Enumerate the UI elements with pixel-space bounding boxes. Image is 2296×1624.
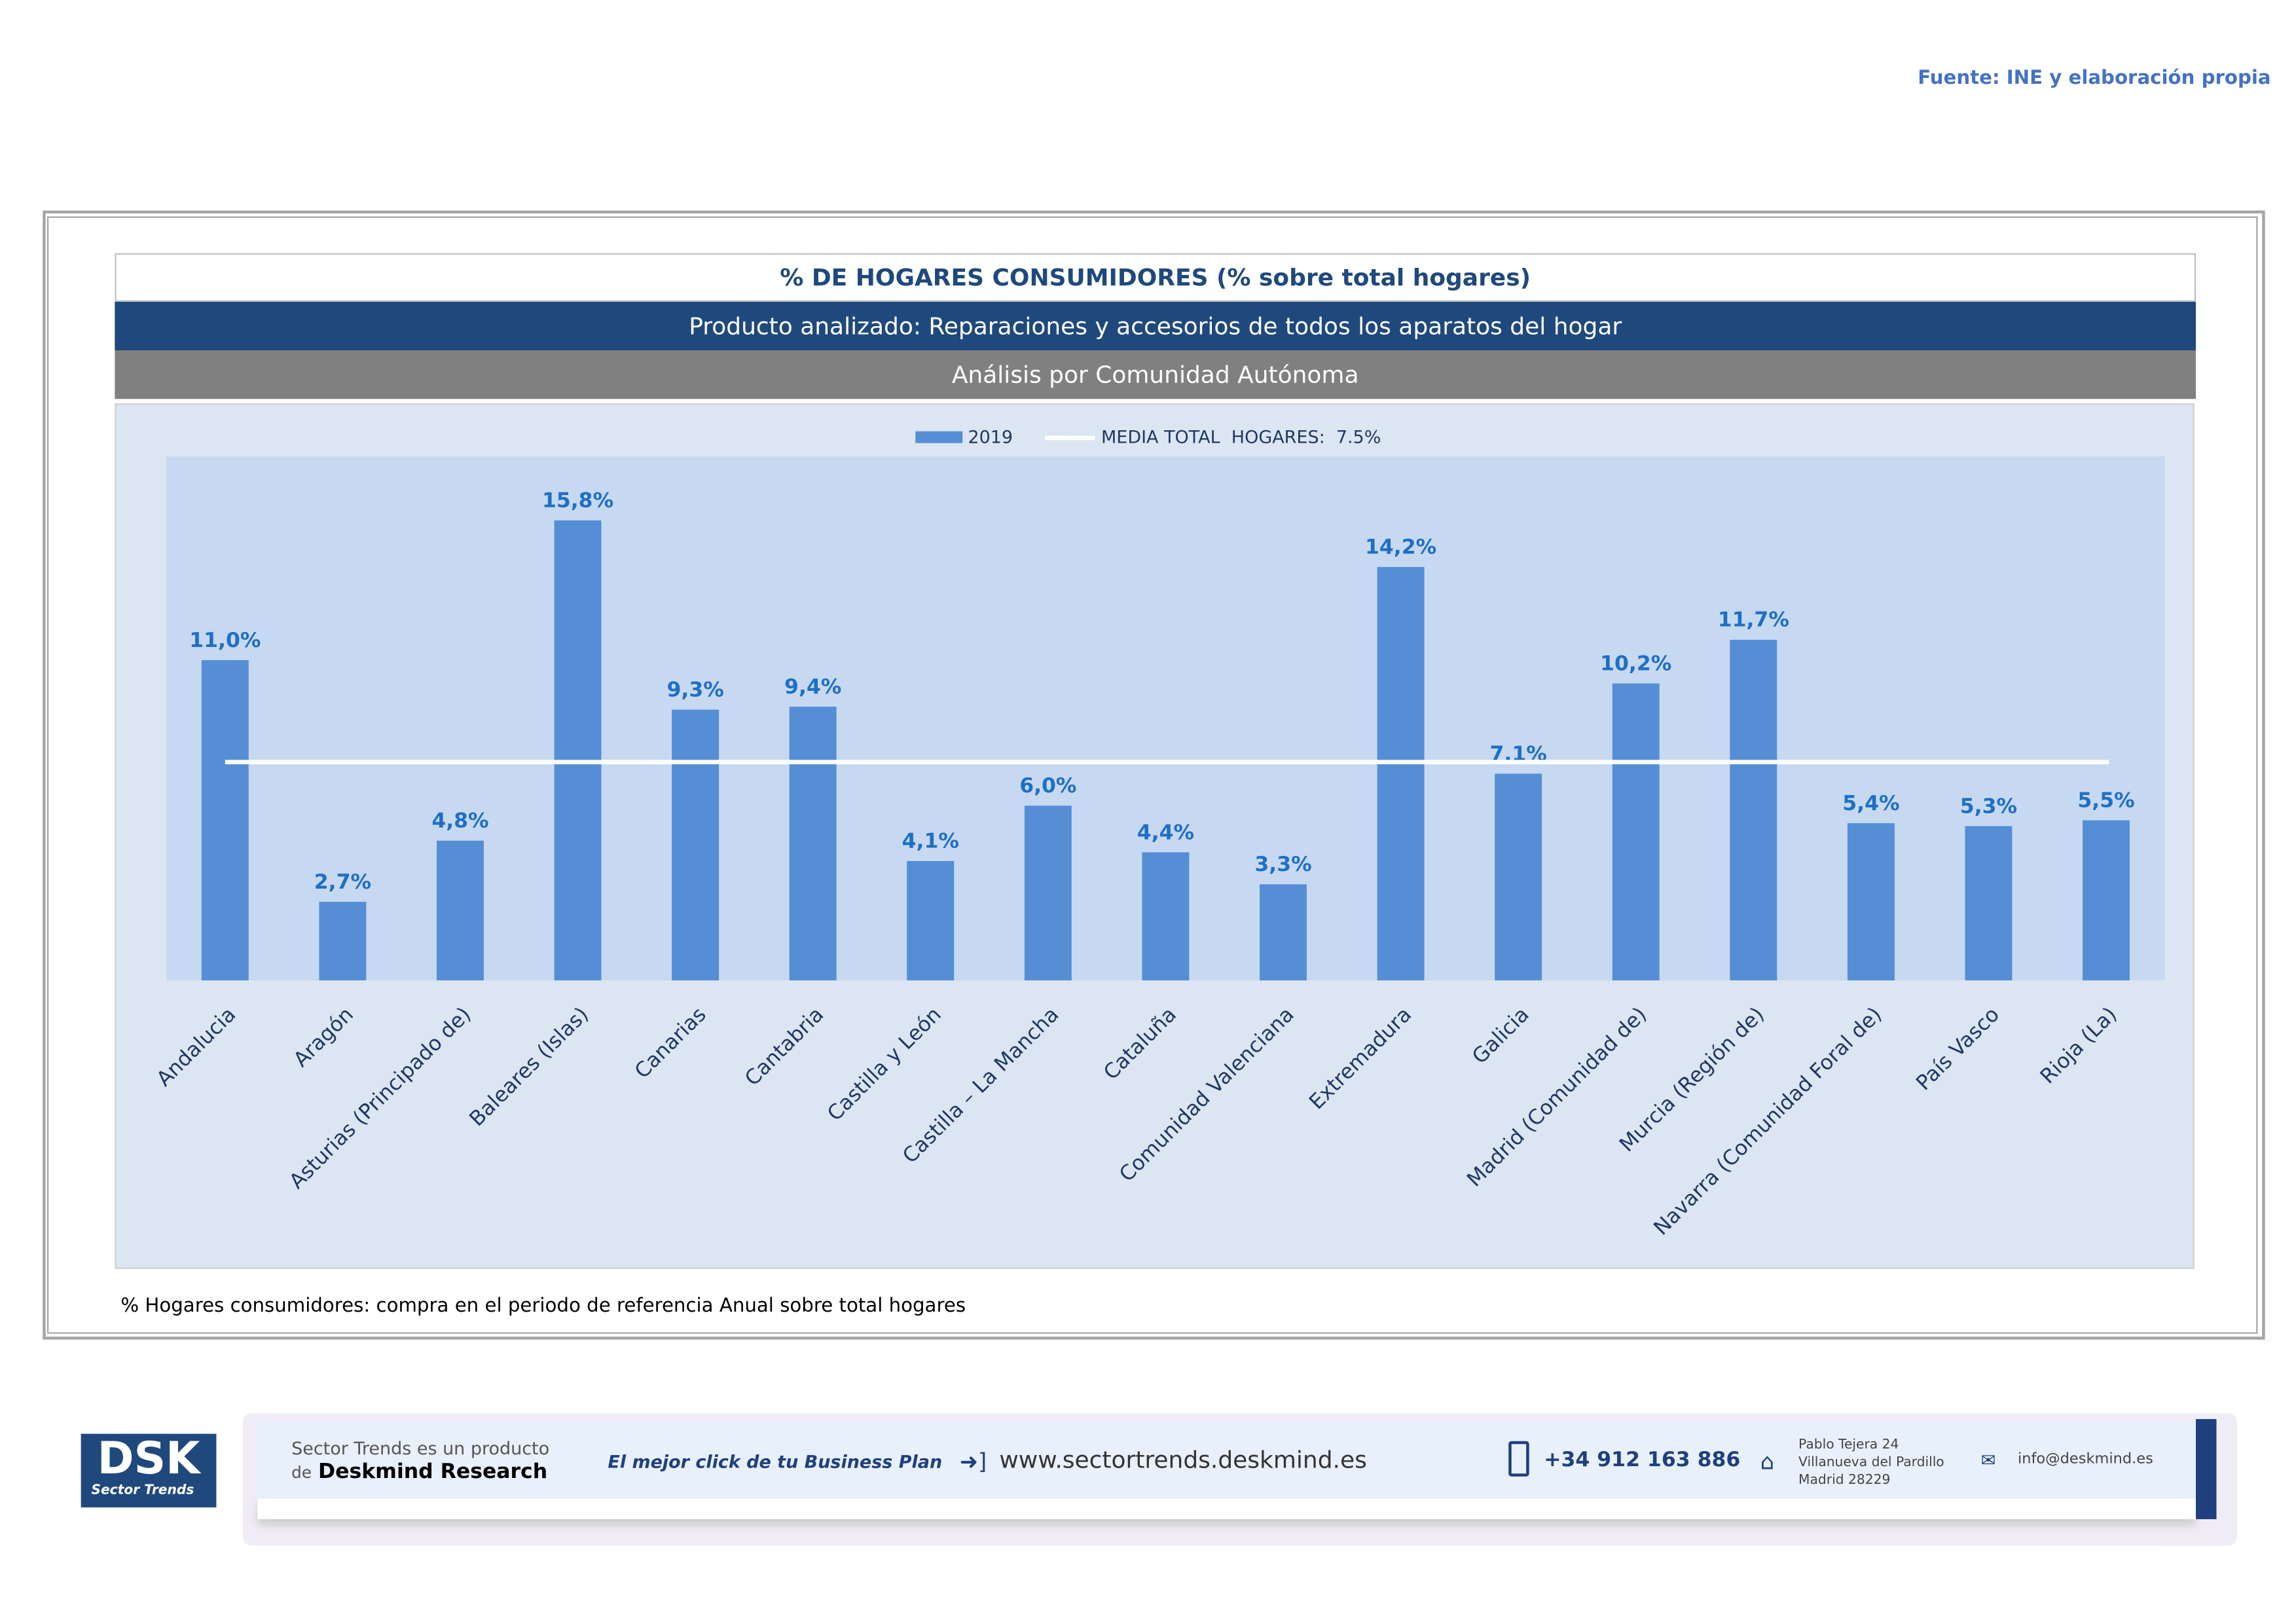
website-link[interactable]: www.sectortrends.deskmind.es — [999, 1445, 1367, 1474]
address-line: Villanueva del Pardillo — [1798, 1456, 1944, 1471]
dsk-logo: DSK — [81, 1433, 217, 1507]
x-tick-label: Navarra (Comunidad Foral de) — [1649, 1003, 1886, 1240]
brand-line-1: Sector Trends es un producto — [291, 1438, 550, 1459]
x-tick-label: Extremadura — [1305, 1003, 1416, 1114]
data-label: 3,3% — [1254, 853, 1311, 876]
data-label: 11,0% — [189, 629, 261, 652]
x-tick-label: País Vasco — [1912, 1003, 2004, 1095]
x-tick-label: Galicia — [1468, 1003, 1534, 1069]
data-label: 6,0% — [1019, 774, 1076, 798]
data-label: 11,7% — [1718, 608, 1789, 632]
address-line: Madrid 28229 — [1798, 1473, 1891, 1488]
mail-icon: ✉ — [1980, 1450, 1996, 1471]
bar — [2083, 820, 2130, 981]
phone-number: +34 912 163 886 — [1544, 1449, 1741, 1472]
x-tick-label: Castilla y León — [823, 1003, 946, 1126]
data-label: 14,2% — [1365, 536, 1436, 559]
bar — [319, 902, 367, 981]
slogan: El mejor click de tu Business Plan — [608, 1451, 943, 1472]
data-label: 10,2% — [1600, 652, 1671, 675]
data-label: 9,4% — [784, 675, 841, 699]
legend-item-media: MEDIA TOTAL HOGARES: 7.5% — [1045, 426, 1381, 448]
bar — [436, 840, 484, 981]
link-icon: ➜] — [959, 1449, 987, 1475]
chart-title: % DE HOGARES CONSUMIDORES (% sobre total… — [115, 253, 2196, 302]
brand-prefix: de — [291, 1463, 312, 1483]
footnote: % Hogares consumidores: compra en el per… — [120, 1295, 966, 1318]
data-label: 9,3% — [666, 678, 723, 701]
legend-swatch-line — [1045, 435, 1096, 440]
logo-text: DSK — [97, 1433, 200, 1486]
phone-icon — [1508, 1441, 1529, 1477]
bar — [1142, 852, 1190, 981]
x-tick-label: Aragón — [289, 1003, 358, 1071]
bar — [1495, 773, 1542, 981]
footer-band-lower — [257, 1498, 2196, 1519]
bar — [1377, 566, 1425, 981]
bar — [1847, 823, 1895, 981]
x-tick-label: Rioja (La) — [2036, 1003, 2122, 1088]
legend-item-2019: 2019 — [915, 427, 1013, 447]
x-tick-label: Cantabria — [740, 1003, 828, 1090]
data-label: 5,3% — [1960, 794, 2017, 818]
data-label: 4,4% — [1137, 821, 1194, 844]
source-note: Fuente: INE y elaboración propia — [1918, 67, 2271, 90]
report-frame-inner — [46, 216, 2258, 1334]
legend: 2019 MEDIA TOTAL HOGARES: 7.5% — [0, 427, 2296, 447]
bar — [1965, 826, 2013, 981]
legend-label: 2019 — [968, 426, 1013, 448]
legend-swatch-bar — [915, 431, 962, 443]
logo-subtitle: Sector Trends — [91, 1483, 194, 1499]
legend-label: MEDIA TOTAL HOGARES: 7.5% — [1101, 426, 1381, 448]
bar — [907, 860, 955, 981]
bar — [1024, 805, 1072, 981]
bar — [1730, 639, 1777, 981]
x-tick-label: Baleares (Islas) — [465, 1003, 593, 1131]
footer-accent — [2196, 1419, 2217, 1519]
x-tick-label: Cataluña — [1099, 1003, 1181, 1084]
data-label: 2,7% — [314, 870, 371, 894]
bar — [554, 520, 602, 981]
data-label: 5,4% — [1842, 792, 1899, 815]
brand-line-2: de Deskmind Research — [291, 1460, 547, 1484]
data-label: 4,8% — [431, 809, 488, 833]
bar — [672, 709, 720, 981]
data-label: 4,1% — [902, 830, 959, 853]
address: Pablo Tejera 24 Villanueva del Pardillo Ma… — [1798, 1437, 1944, 1490]
footer-band — [257, 1422, 2196, 1499]
x-tick-label: Canarias — [630, 1003, 711, 1083]
x-tick-label: Andalucia — [153, 1003, 241, 1091]
bar — [201, 660, 249, 981]
report-frame — [43, 210, 2265, 1340]
bar — [1260, 884, 1307, 981]
brand-name: Deskmind Research — [318, 1460, 548, 1484]
email-link[interactable]: info@deskmind.es — [2018, 1451, 2153, 1468]
address-line: Pablo Tejera 24 — [1798, 1438, 1899, 1453]
analysis-banner: Análisis por Comunidad Autónoma — [115, 350, 2196, 399]
bar — [789, 707, 837, 981]
home-icon: ⌂ — [1760, 1449, 1775, 1475]
data-label: 5,5% — [2077, 788, 2134, 812]
data-label: 15,8% — [542, 489, 613, 512]
bar — [1612, 683, 1660, 981]
product-banner: Producto analizado: Reparaciones y acces… — [115, 301, 2196, 351]
